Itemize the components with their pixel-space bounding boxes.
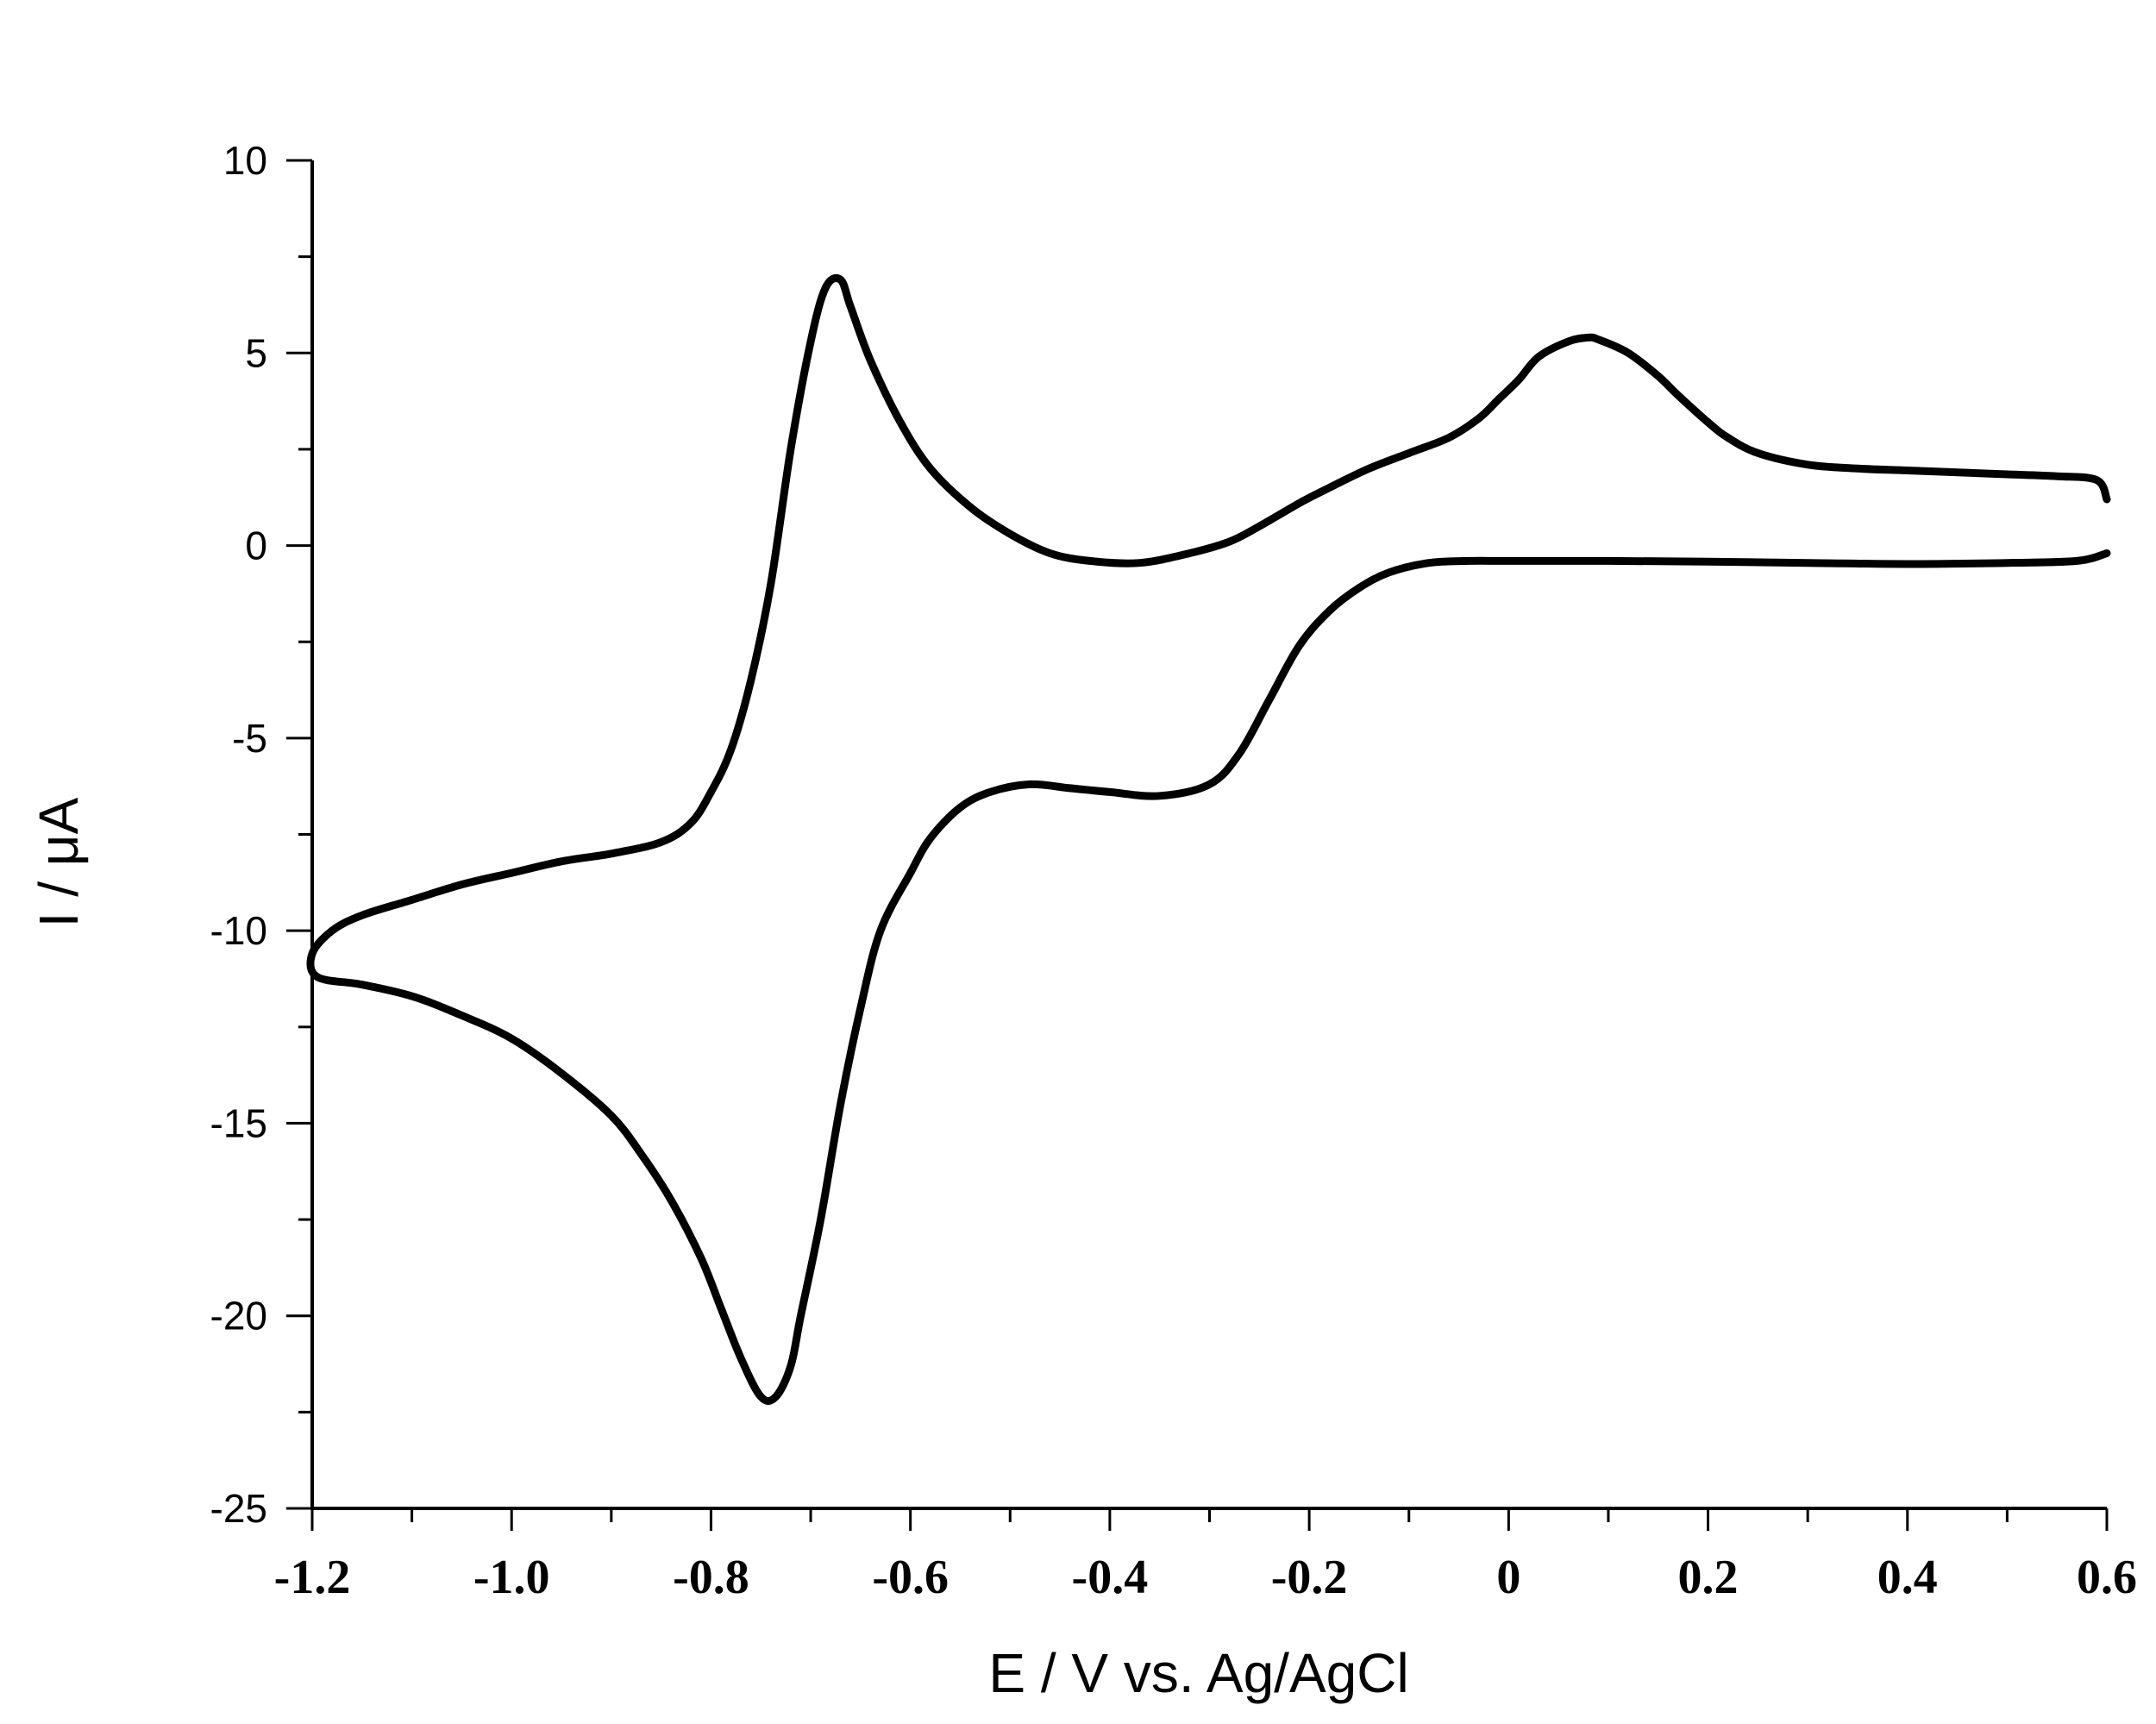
y-tick-label: -10 bbox=[210, 908, 267, 953]
x-tick-label: -0.8 bbox=[673, 1551, 749, 1604]
x-tick-label: -1.0 bbox=[473, 1551, 550, 1604]
x-tick-label: 0 bbox=[1496, 1551, 1520, 1604]
axes bbox=[310, 160, 2107, 1510]
y-axis-label: I / μA bbox=[28, 797, 90, 927]
x-tick-label: 0.6 bbox=[2077, 1551, 2137, 1604]
y-tick-label: 5 bbox=[245, 330, 267, 375]
y-tick-label: -5 bbox=[232, 716, 267, 761]
y-tick-label: 10 bbox=[223, 138, 267, 183]
y-tick-label: -20 bbox=[210, 1294, 267, 1338]
y-tick-label: -25 bbox=[210, 1486, 267, 1531]
x-tick-label: -0.6 bbox=[872, 1551, 949, 1604]
tick-labels: -25 -20 -15 -10 -5 0 5 10 -1.2 -1.0 -0.8 -0.6 -0.4 -0… bbox=[210, 138, 2137, 1604]
y-tick-label: 0 bbox=[245, 523, 267, 568]
x-tick-label: 0.4 bbox=[1877, 1551, 1938, 1604]
data-layer bbox=[306, 273, 2111, 1405]
x-tick-label: -1.2 bbox=[274, 1551, 351, 1604]
x-tick-label: -0.4 bbox=[1072, 1551, 1149, 1604]
x-tick-label: -0.2 bbox=[1271, 1551, 1348, 1604]
y-tick-label: -15 bbox=[210, 1100, 267, 1145]
x-tick-label: 0.2 bbox=[1678, 1551, 1739, 1604]
cv-curve bbox=[306, 273, 2111, 1405]
ticks bbox=[286, 159, 2109, 1531]
x-axis-label: E / V vs. Ag/AgCl bbox=[988, 1642, 1408, 1704]
